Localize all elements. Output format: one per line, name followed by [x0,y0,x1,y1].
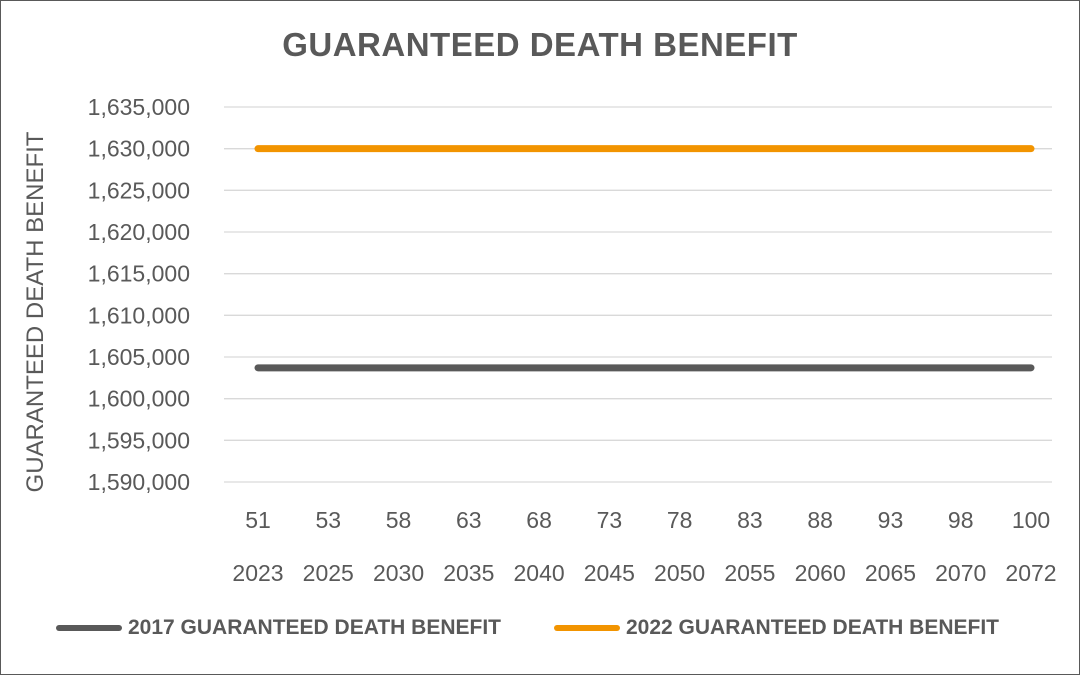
legend-item-2022: 2022 GUARANTEED DEATH BENEFIT [554,616,999,640]
x-tick-label-age: 68 [526,507,552,533]
x-tick-label-year: 2055 [724,560,775,586]
legend-item-2017: 2017 GUARANTEED DEATH BENEFIT [56,616,501,640]
x-tick-label-age: 93 [878,507,904,533]
y-tick-label: 1,590,000 [88,469,190,495]
x-tick-label-age: 88 [807,507,833,533]
y-tick-label: 1,625,000 [88,177,190,203]
x-tick-label-age: 63 [456,507,482,533]
y-tick-label: 1,615,000 [88,261,190,287]
y-tick-label: 1,620,000 [88,219,190,245]
x-tick-label-year: 2045 [584,560,635,586]
y-tick-label: 1,595,000 [88,427,190,453]
x-tick-label-age: 100 [1012,507,1050,533]
x-tick-label-age: 78 [667,507,693,533]
x-tick-label-year: 2070 [935,560,986,586]
y-tick-label: 1,600,000 [88,386,190,412]
x-tick-label-age: 98 [948,507,974,533]
x-tick-label-year: 2023 [232,560,283,586]
x-tick-label-year: 2065 [865,560,916,586]
x-tick-label-age: 58 [386,507,412,533]
legend: 2017 GUARANTEED DEATH BENEFIT 2022 GUARA… [0,616,1080,646]
y-tick-label: 1,610,000 [88,302,190,328]
legend-swatch-2022 [554,625,620,631]
x-tick-label-year: 2035 [443,560,494,586]
legend-label-2022: 2022 GUARANTEED DEATH BENEFIT [626,616,999,639]
y-tick-label: 1,635,000 [88,94,190,120]
x-tick-label-year: 2030 [373,560,424,586]
x-tick-label-year: 2050 [654,560,705,586]
y-tick-label: 1,630,000 [88,136,190,162]
legend-swatch-2017 [56,625,122,631]
chart-title-wrap: GUARANTEED DEATH BENEFIT [220,26,860,64]
chart-title: GUARANTEED DEATH BENEFIT [282,26,798,63]
x-tick-label-age: 83 [737,507,763,533]
x-tick-label-year: 2040 [514,560,565,586]
legend-label-2017: 2017 GUARANTEED DEATH BENEFIT [128,616,501,639]
x-tick-label-age: 73 [597,507,623,533]
x-tick-label-year: 2060 [795,560,846,586]
y-tick-label: 1,605,000 [88,344,190,370]
x-tick-label-age: 53 [315,507,341,533]
x-tick-label-year: 2072 [1005,560,1056,586]
x-tick-label-year: 2025 [303,560,354,586]
x-tick-label-age: 51 [245,507,271,533]
